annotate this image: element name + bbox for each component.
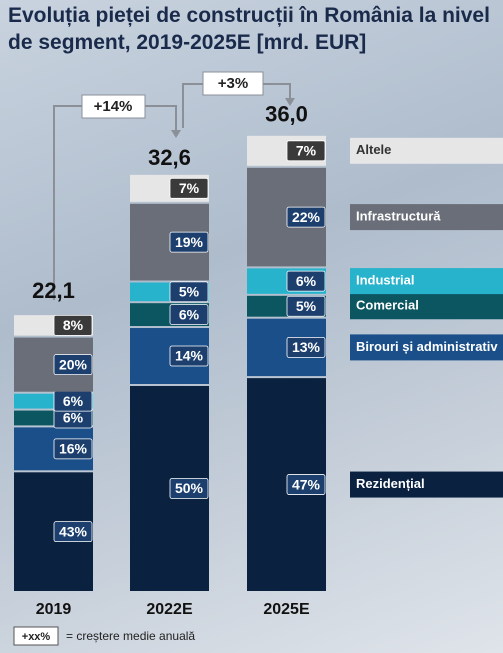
- value-label-box: [53, 314, 93, 336]
- value-label: 50%: [175, 480, 204, 496]
- value-label: 16%: [59, 441, 88, 457]
- legend-label: Infrastructură: [356, 209, 441, 224]
- legend-box: [350, 204, 503, 231]
- value-label: 7%: [296, 143, 317, 159]
- value-label-box: [286, 270, 326, 292]
- note-key: +xx%: [22, 631, 51, 643]
- value-label: 20%: [59, 356, 88, 372]
- value-label: 6%: [179, 306, 200, 322]
- x-tick-label: 2025E: [263, 601, 310, 618]
- value-label: 6%: [63, 393, 84, 409]
- x-tick-label: 2019: [36, 601, 72, 618]
- value-label: 43%: [59, 523, 88, 539]
- value-label-box: [169, 345, 209, 367]
- value-label: 14%: [175, 348, 204, 364]
- legend-label: Altele: [356, 142, 391, 157]
- value-label-box: [286, 336, 326, 358]
- legend-box: [350, 268, 503, 295]
- growth-label: +14%: [94, 98, 133, 115]
- value-label: 22%: [292, 209, 321, 225]
- value-label: 7%: [179, 180, 200, 196]
- legend-label: Industrial: [356, 273, 415, 288]
- growth-box: [202, 71, 264, 96]
- value-label: 6%: [296, 273, 317, 289]
- legend-box: [350, 293, 503, 320]
- value-label-box: [169, 231, 209, 253]
- value-label-box: [169, 281, 209, 303]
- total-label: 32,6: [148, 145, 191, 170]
- arrow-head: [171, 130, 181, 138]
- legend-label: Rezidențial: [356, 476, 425, 491]
- value-label-box: [286, 474, 326, 495]
- value-label: 19%: [175, 234, 204, 250]
- value-label-box: [169, 304, 209, 326]
- legend-box: [350, 137, 503, 164]
- growth-box: [81, 94, 146, 119]
- value-label: 47%: [292, 476, 321, 492]
- value-label-box: [53, 521, 93, 543]
- value-label-box: [169, 478, 209, 499]
- value-label-box: [286, 140, 326, 162]
- value-label-box: [286, 206, 326, 228]
- x-tick-label: 2022E: [146, 601, 193, 618]
- value-label-box: [286, 295, 326, 317]
- value-label-box: [53, 354, 93, 376]
- arrow-head: [285, 98, 295, 106]
- note-key-box: [13, 626, 59, 646]
- growth-label: +3%: [218, 75, 248, 92]
- value-label: 5%: [296, 298, 317, 314]
- chart-title: Evoluția pieței de construcții în Români…: [8, 4, 490, 54]
- value-label-box: [53, 438, 93, 460]
- legend-label: Birouri și administrativ: [356, 339, 498, 354]
- value-label: 13%: [292, 339, 321, 355]
- note-text: = creștere medie anuală: [66, 629, 195, 643]
- legend-box: [350, 334, 503, 361]
- legend-label: Comercial: [356, 298, 419, 313]
- value-label-box: [169, 177, 209, 199]
- value-label: 6%: [63, 410, 84, 426]
- value-label: 5%: [179, 284, 200, 300]
- value-label: 8%: [63, 317, 84, 333]
- total-label: 36,0: [265, 102, 308, 127]
- legend-box: [350, 471, 503, 498]
- total-label: 22,1: [32, 278, 75, 303]
